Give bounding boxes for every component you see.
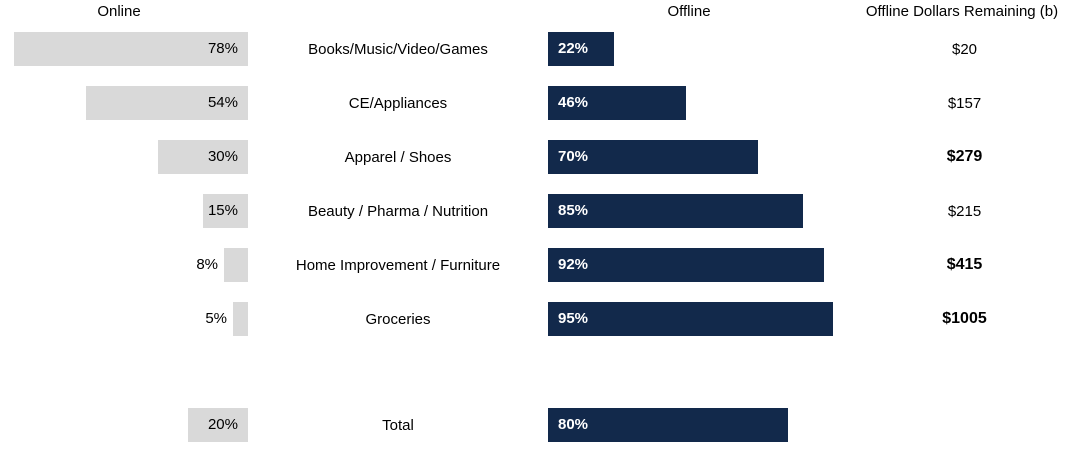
online-percent-label: 54% (207, 94, 238, 111)
online-bar-area: 30% (8, 140, 248, 174)
chart-row: 54% CE/Appliances 46% $157 (0, 76, 1071, 130)
offline-bar-area: 95% (548, 302, 858, 336)
category-label: Apparel / Shoes (344, 148, 452, 166)
online-bar (224, 248, 248, 282)
online-percent-label: 78% (207, 40, 238, 57)
online-bar-area: 15% (8, 194, 248, 228)
offline-percent-label: 46% (558, 94, 589, 111)
offline-bar-area: 22% (548, 32, 858, 66)
online-bar (188, 408, 248, 442)
offline-dollars-value: $20 (951, 40, 978, 58)
offline-percent-label: 70% (558, 148, 589, 165)
chart-row: 30% Apparel / Shoes 70% $279 (0, 130, 1071, 184)
offline-bar: 92% (548, 248, 824, 282)
offline-bar: 70% (548, 140, 758, 174)
chart-row: 20% Total 80% (0, 398, 1071, 452)
online-bar (158, 140, 248, 174)
offline-percent-label: 92% (558, 256, 589, 273)
chart-row: 78% Books/Music/Video/Games 22% $20 (0, 22, 1071, 76)
online-bar-area: 8% (8, 248, 248, 282)
offline-bar: 22% (548, 32, 614, 66)
offline-bar-area: 85% (548, 194, 858, 228)
offline-dollars-value: $157 (947, 94, 982, 112)
chart-row: 8% Home Improvement / Furniture 92% $415 (0, 238, 1071, 292)
online-percent-label: 5% (205, 310, 227, 327)
online-bar (86, 86, 248, 120)
offline-dollars-column-header: Offline Dollars Remaining (b) (865, 3, 1059, 20)
offline-bar-area: 70% (548, 140, 858, 174)
category-label: Home Improvement / Furniture (295, 256, 501, 274)
chart-rows: 78% Books/Music/Video/Games 22% $20 54% … (0, 22, 1071, 452)
online-percent-label: 15% (207, 202, 238, 219)
category-label: CE/Appliances (348, 94, 448, 112)
online-percent-label: 8% (196, 256, 218, 273)
category-label: Beauty / Pharma / Nutrition (307, 202, 489, 220)
category-label: Groceries (365, 310, 431, 328)
category-label: Total (382, 416, 414, 434)
chart-row: 5% Groceries 95% $1005 (0, 292, 1071, 346)
offline-bar: 95% (548, 302, 833, 336)
offline-dollars-value: $415 (946, 256, 983, 273)
online-percent-label: 20% (207, 416, 238, 433)
chart-row: 15% Beauty / Pharma / Nutrition 85% $215 (0, 184, 1071, 238)
online-percent-label: 30% (207, 148, 238, 165)
online-bar-area: 5% (8, 302, 248, 336)
offline-dollars-value: $279 (946, 148, 983, 165)
offline-percent-label: 22% (558, 40, 589, 57)
offline-bar-area: 92% (548, 248, 858, 282)
offline-dollars-value: $215 (947, 202, 982, 220)
offline-bar: 85% (548, 194, 803, 228)
offline-percent-label: 85% (558, 202, 589, 219)
offline-bar-area: 46% (548, 86, 858, 120)
online-column-header: Online (97, 3, 141, 20)
offline-bar: 80% (548, 408, 788, 442)
category-label: Books/Music/Video/Games (308, 40, 488, 58)
online-bar-area: 54% (8, 86, 248, 120)
offline-percent-label: 95% (558, 310, 589, 327)
online-bar (14, 32, 248, 66)
offline-bar-area: 80% (548, 408, 858, 442)
offline-bar: 46% (548, 86, 686, 120)
online-bar-area: 78% (8, 32, 248, 66)
offline-column-header: Offline (667, 3, 711, 20)
online-bar (233, 302, 248, 336)
offline-dollars-value: $1005 (942, 310, 987, 327)
online-bar (203, 194, 248, 228)
offline-percent-label: 80% (558, 416, 589, 433)
online-bar-area: 20% (8, 408, 248, 442)
column-headers: Online Offline Offline Dollars Remaining… (0, 0, 1071, 22)
